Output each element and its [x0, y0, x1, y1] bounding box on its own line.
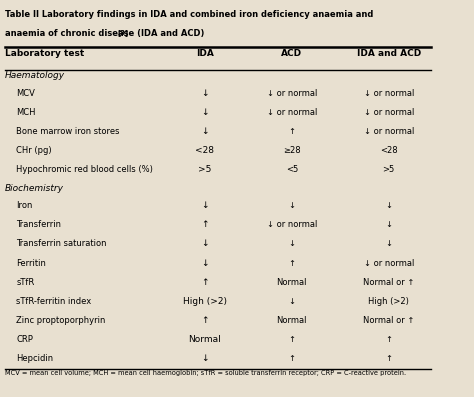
- Text: ACD: ACD: [281, 49, 302, 58]
- Text: Bone marrow iron stores: Bone marrow iron stores: [16, 127, 119, 136]
- Text: ↓: ↓: [385, 239, 392, 249]
- Text: ↑: ↑: [288, 127, 295, 136]
- Text: >5: >5: [383, 165, 395, 174]
- Text: High (>2): High (>2): [182, 297, 227, 306]
- Text: <5: <5: [286, 165, 298, 174]
- Text: High (>2): High (>2): [368, 297, 409, 306]
- Text: ↑: ↑: [385, 335, 392, 344]
- Text: ↓: ↓: [201, 201, 209, 210]
- Text: Hepcidin: Hepcidin: [16, 354, 53, 363]
- Text: Laboratory test: Laboratory test: [5, 49, 84, 58]
- Text: ↑: ↑: [201, 316, 209, 325]
- Text: Normal: Normal: [276, 316, 307, 325]
- Text: Normal or ↑: Normal or ↑: [363, 316, 414, 325]
- Text: Normal: Normal: [276, 278, 307, 287]
- Text: CRP: CRP: [16, 335, 33, 344]
- Text: anaemia of chronic disease (IDA and ACD): anaemia of chronic disease (IDA and ACD): [5, 29, 205, 38]
- Text: Biochemistry: Biochemistry: [5, 184, 64, 193]
- Text: Table II Laboratory findings in IDA and combined iron deficiency anaemia and: Table II Laboratory findings in IDA and …: [5, 10, 374, 19]
- Text: Transferrin saturation: Transferrin saturation: [16, 239, 107, 249]
- Text: ↓ or normal: ↓ or normal: [266, 108, 317, 117]
- Text: ↓: ↓: [201, 354, 209, 363]
- Text: ↓: ↓: [288, 239, 295, 249]
- Text: ↓ or normal: ↓ or normal: [266, 89, 317, 98]
- Text: ↓ or normal: ↓ or normal: [266, 220, 317, 229]
- Text: Haematology: Haematology: [5, 71, 65, 80]
- Text: ↓: ↓: [201, 108, 209, 117]
- Text: ↑: ↑: [201, 278, 209, 287]
- Text: MCV: MCV: [16, 89, 35, 98]
- Text: sTfR: sTfR: [16, 278, 35, 287]
- Text: ↑: ↑: [288, 258, 295, 268]
- Text: MCH: MCH: [16, 108, 36, 117]
- Text: Zinc proptoporphyrin: Zinc proptoporphyrin: [16, 316, 106, 325]
- Text: Ferritin: Ferritin: [16, 258, 46, 268]
- Text: >5: >5: [198, 165, 211, 174]
- Text: Iron: Iron: [16, 201, 33, 210]
- Text: ↑: ↑: [288, 354, 295, 363]
- Text: ↓: ↓: [201, 89, 209, 98]
- Text: ↑: ↑: [201, 220, 209, 229]
- Text: [3]: [3]: [117, 29, 128, 36]
- Text: ↑: ↑: [385, 354, 392, 363]
- Text: CHr (pg): CHr (pg): [16, 146, 52, 155]
- Text: ↓ or normal: ↓ or normal: [364, 258, 414, 268]
- Text: IDA: IDA: [196, 49, 214, 58]
- Text: <28: <28: [380, 146, 398, 155]
- Text: ↓ or normal: ↓ or normal: [364, 108, 414, 117]
- Text: ↓: ↓: [201, 127, 209, 136]
- Text: ↑: ↑: [288, 335, 295, 344]
- Text: ↓: ↓: [201, 239, 209, 249]
- Text: ≥28: ≥28: [283, 146, 301, 155]
- Text: ↓: ↓: [288, 201, 295, 210]
- Text: IDA and ACD: IDA and ACD: [356, 49, 421, 58]
- Text: ↓: ↓: [288, 297, 295, 306]
- Text: Normal or ↑: Normal or ↑: [363, 278, 414, 287]
- Text: ↓: ↓: [201, 258, 209, 268]
- Text: <28: <28: [195, 146, 214, 155]
- Text: ↓ or normal: ↓ or normal: [364, 89, 414, 98]
- Text: MCV = mean cell volume; MCH = mean cell haemoglobin; sTfR = soluble transferrin : MCV = mean cell volume; MCH = mean cell …: [5, 370, 406, 376]
- Text: ↓: ↓: [385, 201, 392, 210]
- Text: ↓: ↓: [385, 220, 392, 229]
- Text: Transferrin: Transferrin: [16, 220, 61, 229]
- Text: sTfR-ferritin index: sTfR-ferritin index: [16, 297, 91, 306]
- Text: ↓ or normal: ↓ or normal: [364, 127, 414, 136]
- Text: Hypochromic red blood cells (%): Hypochromic red blood cells (%): [16, 165, 153, 174]
- Text: Normal: Normal: [188, 335, 221, 344]
